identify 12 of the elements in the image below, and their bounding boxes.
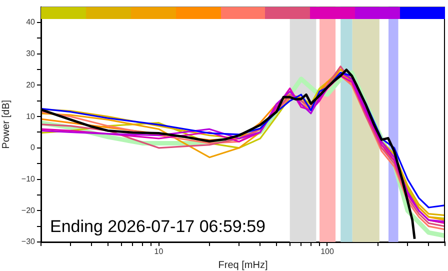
y-tick-label: −30 (21, 237, 36, 246)
y-tick-label: −10 (21, 174, 36, 184)
y-axis-title: Power [dB] (0, 100, 12, 149)
x-axis-title: Freq [mHz] (218, 260, 268, 271)
y-tick-label: 30 (26, 49, 36, 58)
annotation: Ending 2026-07-17 06:59:59 (50, 217, 266, 236)
y-tick-label: 40 (26, 18, 36, 27)
y-tick-label: 20 (26, 80, 36, 90)
y-tick-label: 0 (30, 143, 36, 152)
y-tick-label: −20 (21, 206, 36, 215)
y-tick-label: 10 (26, 112, 36, 121)
x-tick-label: 100 (320, 247, 334, 256)
